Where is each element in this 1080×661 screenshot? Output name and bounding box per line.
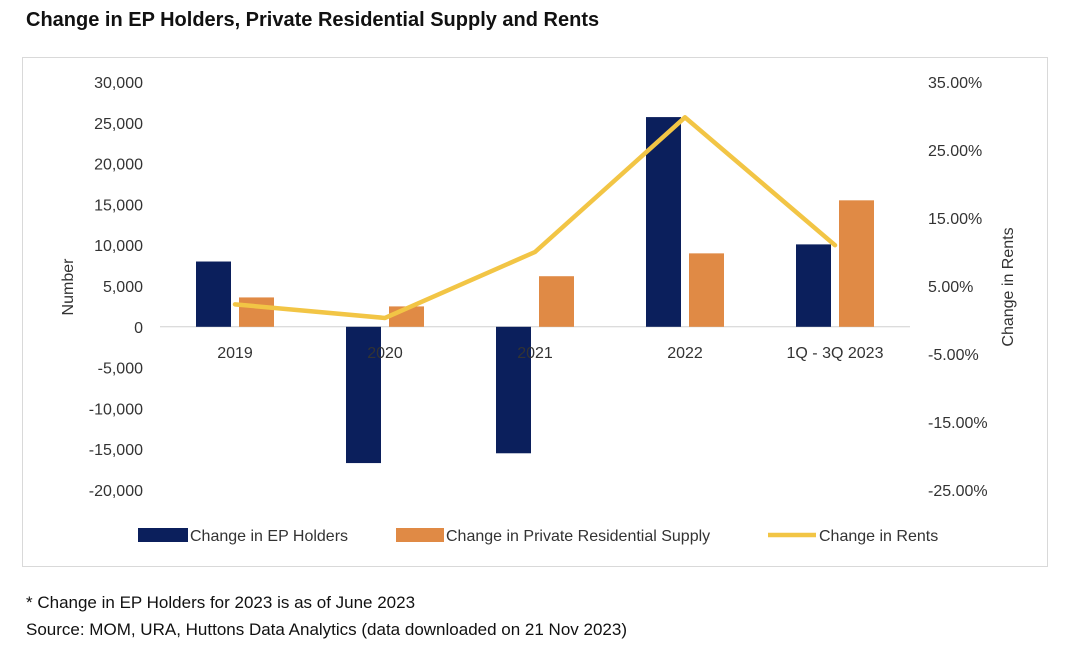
y-tick-label: 15,000 (94, 197, 143, 214)
y2-axis-title: Change in Rents (1000, 227, 1017, 346)
rents-point-1 (384, 317, 386, 319)
y2-tick-label: -5.00% (928, 347, 979, 364)
source-note: Source: MOM, URA, Huttons Data Analytics… (26, 620, 627, 639)
y2-tick-label: -15.00% (928, 415, 988, 432)
y-tick-label: 30,000 (94, 75, 143, 92)
x-category-label: 2020 (367, 345, 403, 362)
legend: Change in EP Holders Change in Private Re… (138, 528, 938, 545)
ep-holders-bar-0 (196, 261, 231, 327)
ep-holders-bar-2 (496, 326, 531, 454)
y-tick-label: 25,000 (94, 116, 143, 133)
x-category-label: 2022 (667, 345, 703, 362)
rents-point-3 (684, 116, 686, 118)
x-category-label: 1Q - 3Q 2023 (787, 345, 884, 362)
y-tick-label: -5,000 (98, 361, 143, 378)
y-axis-title: Number (60, 258, 77, 316)
y-tick-label: 0 (134, 320, 143, 337)
y2-tick-label: 15.00% (928, 211, 982, 228)
legend-label-supply: Change in Private Residential Supply (446, 528, 710, 545)
rents-point-0 (234, 303, 236, 305)
ep-holders-bar-3 (646, 117, 681, 327)
legend-swatch-ep-holders (138, 528, 188, 542)
y-tick-label: -15,000 (89, 442, 143, 459)
supply-bar-3 (689, 253, 724, 327)
axis-titles: Number Change in Rents (60, 227, 1017, 346)
y2-tick-label: 35.00% (928, 75, 982, 92)
x-category-label: 2019 (217, 345, 253, 362)
supply-bar-0 (239, 297, 274, 327)
rents-line-layer (232, 115, 838, 321)
rents-point-2 (534, 251, 536, 253)
rents-line (232, 115, 838, 321)
legend-label-rents: Change in Rents (819, 528, 938, 545)
ep-holders-bar-1 (346, 326, 381, 464)
right-axis-ticks: 35.00% 25.00% 15.00% 5.00% -5.00% -15.00% -25.… (928, 75, 988, 500)
chart-frame (22, 57, 1048, 567)
ep-holders-bar-4 (796, 244, 831, 327)
y2-tick-label: -25.00% (928, 483, 988, 500)
legend-label-ep-holders: Change in EP Holders (190, 528, 348, 545)
y-tick-label: -10,000 (89, 401, 143, 418)
bars-layer (196, 117, 874, 464)
legend-swatch-supply (396, 528, 444, 542)
y-tick-label: 5,000 (103, 279, 143, 296)
supply-bar-2 (539, 276, 574, 327)
rents-point-4 (834, 244, 836, 246)
y2-tick-label: 25.00% (928, 143, 982, 160)
supply-bar-4 (839, 200, 874, 327)
y-tick-label: -20,000 (89, 483, 143, 500)
y2-tick-label: 5.00% (928, 279, 973, 296)
left-axis-ticks: 30,000 25,000 20,000 15,000 10,000 5,000 0 -5,0… (89, 75, 143, 500)
footnote-ep-holders: * Change in EP Holders for 2023 is as of… (26, 593, 416, 612)
category-labels: 2019 2020 2021 2022 1Q - 3Q 2023 (217, 345, 883, 362)
chart-title: Change in EP Holders, Private Residentia… (26, 9, 600, 31)
y-tick-label: 10,000 (94, 238, 143, 255)
x-category-label: 2021 (517, 345, 553, 362)
y-tick-label: 20,000 (94, 157, 143, 174)
